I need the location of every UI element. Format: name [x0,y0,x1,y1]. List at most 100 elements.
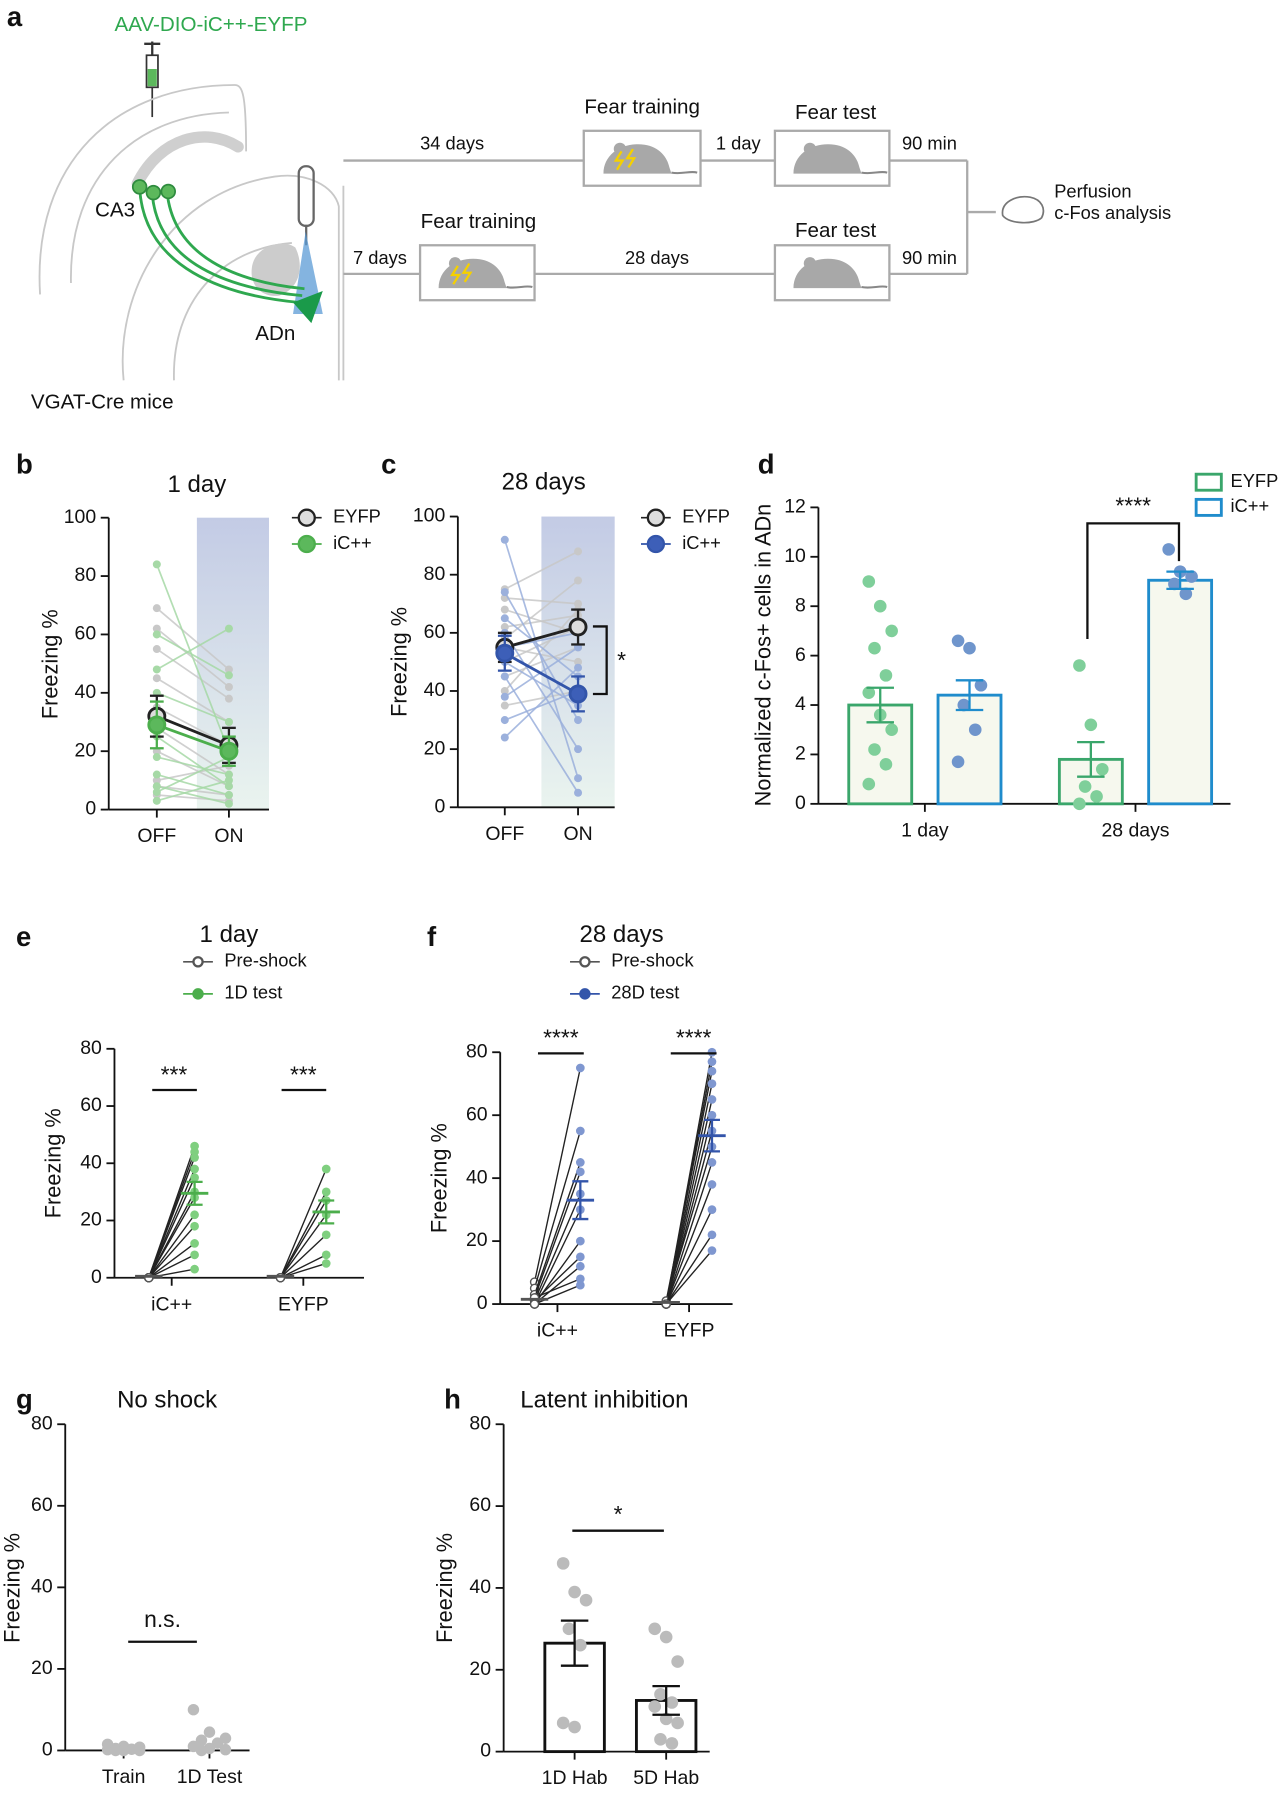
timeline-top: 34 days Fear training 1 day Fear test 90… [343,95,968,187]
y-tick-label: 4 [795,693,806,715]
point [648,1700,662,1713]
adn-terminal [293,291,323,324]
pair-line [534,1284,581,1305]
legend-marker [192,956,204,968]
subject-point [500,716,509,725]
test-point [190,1173,199,1182]
timeline-label: 1 day [716,132,762,153]
subject-point [152,604,161,613]
y-tick-label: 0 [85,798,96,820]
point [1090,790,1103,803]
point [1084,718,1098,732]
point [879,758,893,771]
timeline-label: Fear test [795,101,877,124]
x-tick-label: OFF [137,825,176,847]
pair-line [533,1130,581,1289]
pair-line [665,1234,713,1305]
point [579,1593,593,1607]
y-tick-label: 60 [469,1494,491,1516]
point [862,777,876,791]
legend-label: EYFP [333,506,381,527]
subject-line [156,756,230,776]
subject-line [156,794,229,802]
point [1185,570,1198,583]
point [1162,543,1175,556]
subject-point [152,776,161,785]
test-point [321,1250,331,1260]
point [203,1726,216,1738]
pair-line [665,1209,713,1305]
y-tick-label: 20 [424,737,446,759]
chart-title: No shock [117,1387,218,1414]
legend-marker [297,534,316,554]
significance-bracket [592,625,608,696]
pair-line [665,1070,713,1302]
subject-point [500,672,509,681]
point [1073,659,1086,672]
point [219,1743,232,1756]
y-tick-label: 10 [784,545,806,567]
test-point [575,1126,585,1136]
point [879,669,893,682]
region-label: ADn [255,322,295,345]
subject-point [574,745,583,754]
y-tick-label: 40 [80,1151,102,1173]
pair-line [148,1197,196,1279]
chart-title: 28 days [579,921,663,948]
subject-point [224,776,233,785]
subject-point [224,718,233,727]
subject-point [500,623,509,632]
y-tick-label: 80 [424,563,446,585]
point [659,1630,673,1644]
point [951,634,965,648]
timeline-label: 7 days [353,247,407,268]
y-tick-label: 80 [75,564,97,586]
timeline-label: 90 min [902,132,957,153]
subject-line [156,779,230,802]
subject-line [503,539,579,779]
bar [1147,578,1214,806]
subject-point [152,770,161,779]
significance-label: *** [290,1061,317,1087]
pair-line [533,1209,581,1305]
chart-title: 1 day [168,471,227,498]
y-tick-label: 80 [31,1412,53,1434]
subject-line [156,750,230,787]
y-axis-label: Freezing % [37,609,62,719]
y-tick-label: 20 [75,739,97,761]
pair-line [279,1214,327,1279]
legend-label: Pre-shock [611,950,694,971]
subject-point [574,663,583,672]
point [862,575,876,588]
y-axis-label: Freezing % [386,607,411,717]
x-tick-label: EYFP [664,1320,715,1342]
y-tick-label: 12 [784,496,806,518]
legend-label: iC++ [1230,495,1269,516]
point [665,1737,679,1750]
endpoint-label: c-Fos analysis [1054,202,1171,223]
y-axis-label: Freezing % [41,1108,66,1218]
timeline-label: Fear test [795,219,877,242]
mean-line [156,723,230,753]
test-point [575,1063,585,1073]
subject-line [504,632,579,750]
point [974,678,988,692]
y-tick-label: 8 [795,594,806,616]
point [654,1733,667,1746]
subject-line [156,607,230,671]
point [556,1716,570,1730]
y-tick-label: 0 [434,795,445,817]
point [568,1585,581,1599]
mean-line [504,625,579,649]
chart-title: 28 days [502,469,586,496]
pair-line [665,1146,713,1302]
point [562,1622,576,1636]
subject-line [156,692,230,723]
subject-point [574,788,583,797]
subject-line [504,614,579,628]
test-point [190,1221,199,1231]
syringe [144,41,161,118]
point [195,1744,208,1757]
timeline-label: 90 min [902,247,957,268]
